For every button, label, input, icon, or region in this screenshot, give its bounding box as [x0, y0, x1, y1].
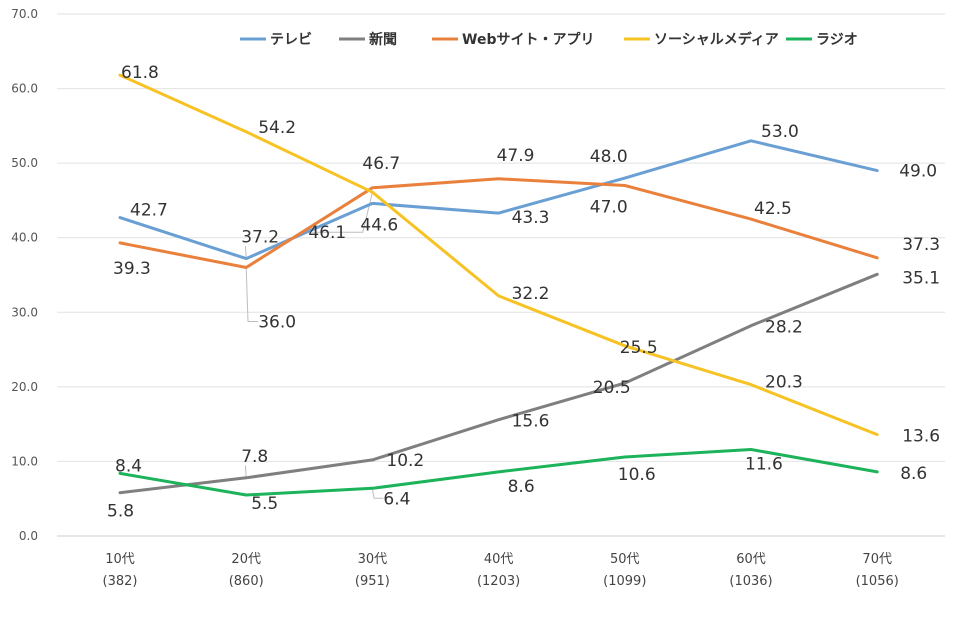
- x-tick-label: 20代: [231, 552, 261, 567]
- legend-label: テレビ: [270, 32, 312, 48]
- x-tick-label: 10代: [105, 552, 135, 567]
- data-label: 47.9: [497, 146, 535, 166]
- data-label: 37.2: [241, 228, 279, 248]
- y-tick-label: 0.0: [19, 529, 38, 543]
- data-label: 6.4: [383, 489, 410, 509]
- data-label: 43.3: [512, 208, 550, 228]
- label-leader-line: [244, 246, 247, 259]
- y-axis-ticks: 0.0 10.0 20.0 30.0 40.0 50.0 60.0 70.0: [11, 7, 38, 543]
- y-tick-label: 20.0: [11, 380, 38, 394]
- data-labels: 42.7 37.2 44.6 43.3 48.0 53.0 49.0 5.8 7.8 10.2 15…: [107, 63, 940, 522]
- x-tick-sample-size: (860): [229, 574, 264, 589]
- data-label: 48.0: [590, 147, 628, 167]
- data-label: 46.1: [308, 223, 346, 243]
- series-line-2: [118, 177, 879, 269]
- data-label: 61.8: [121, 63, 159, 83]
- data-label: 42.7: [130, 201, 168, 221]
- x-tick-sample-size: (1036): [729, 574, 772, 589]
- data-label: 49.0: [899, 162, 937, 182]
- y-tick-label: 30.0: [11, 305, 38, 319]
- x-tick-label: 50代: [610, 552, 640, 567]
- data-label: 8.6: [900, 464, 927, 484]
- legend: テレビ 新聞 Webサイト・アプリ ソーシャルメディア ラジオ: [240, 31, 858, 48]
- y-tick-label: 60.0: [11, 82, 38, 96]
- y-tick-label: 40.0: [11, 231, 38, 245]
- legend-label: Webサイト・アプリ: [462, 32, 594, 48]
- x-tick-label: 70代: [862, 552, 892, 567]
- series-line-3: [118, 73, 879, 437]
- legend-label: ソーシャルメディア: [654, 31, 779, 48]
- data-label: 42.5: [754, 199, 792, 219]
- label-leader-line: [371, 488, 384, 499]
- data-label: 47.0: [590, 198, 628, 218]
- data-label: 35.1: [902, 268, 940, 288]
- label-leader-line: [245, 267, 259, 323]
- x-tick-label: 30代: [358, 552, 388, 567]
- series-lines: [118, 73, 879, 497]
- data-label: 36.0: [258, 313, 296, 333]
- gridlines: [57, 13, 945, 537]
- data-label: 13.6: [902, 427, 940, 447]
- data-label: 28.2: [765, 318, 803, 338]
- data-label: 25.5: [620, 338, 658, 358]
- data-label: 11.6: [745, 454, 783, 474]
- data-label: 8.4: [115, 456, 142, 476]
- y-tick-label: 50.0: [11, 156, 38, 170]
- x-tick-label: 60代: [736, 552, 766, 567]
- legend-label: 新聞: [369, 31, 397, 48]
- x-tick-sample-size: (1203): [477, 574, 520, 589]
- data-label: 15.6: [512, 412, 550, 432]
- y-tick-label: 70.0: [11, 7, 38, 21]
- data-label: 37.3: [902, 235, 940, 255]
- x-tick-sample-size: (382): [103, 574, 138, 589]
- x-tick-sample-size: (1056): [856, 574, 899, 589]
- data-label: 44.6: [360, 215, 398, 235]
- data-label: 39.3: [113, 259, 151, 279]
- data-label: 54.2: [258, 118, 296, 138]
- data-label: 5.8: [107, 502, 134, 522]
- series-line-0: [118, 139, 879, 261]
- data-label: 8.6: [508, 477, 535, 497]
- data-label: 46.7: [362, 154, 400, 174]
- data-label: 10.6: [618, 465, 656, 485]
- data-label: 32.2: [512, 284, 550, 304]
- data-label: 20.5: [593, 378, 631, 398]
- series-line-1: [118, 272, 879, 495]
- data-label: 10.2: [386, 451, 424, 471]
- y-tick-label: 10.0: [11, 454, 38, 468]
- x-tick-label: 40代: [484, 552, 514, 567]
- x-tick-sample-size: (1099): [603, 574, 646, 589]
- label-leader-line: [244, 465, 247, 478]
- legend-label: ラジオ: [816, 32, 858, 48]
- series-line-4: [118, 448, 879, 497]
- data-label: 20.3: [765, 373, 803, 393]
- data-label: 5.5: [251, 494, 278, 514]
- data-label: 53.0: [761, 122, 799, 142]
- x-tick-sample-size: (951): [355, 574, 390, 589]
- x-axis-ticks: 10代 (382) 20代 (860) 30代 (951) 40代 (1203) 50代 (109…: [103, 552, 899, 589]
- data-label: 7.8: [241, 447, 268, 467]
